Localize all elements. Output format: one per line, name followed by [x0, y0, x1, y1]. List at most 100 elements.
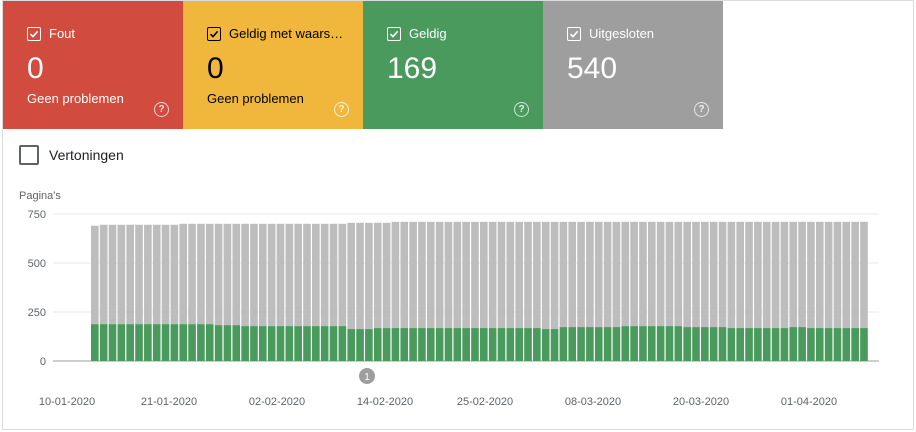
annotation-marker[interactable] — [359, 368, 375, 384]
bar-excluded — [754, 221, 762, 329]
bar-valid — [647, 326, 656, 361]
bar-excluded — [294, 223, 302, 327]
bar-valid — [603, 327, 612, 361]
bar-valid — [205, 324, 214, 361]
bar-valid — [161, 324, 170, 361]
bar-excluded — [108, 224, 117, 325]
bar-valid — [365, 329, 373, 361]
bar-valid — [630, 326, 638, 361]
bar-excluded — [577, 221, 585, 328]
tile-error[interactable]: Fout 0 Geen problemen ? — [3, 1, 183, 129]
bar-valid — [320, 326, 329, 361]
bar-valid — [170, 324, 179, 361]
bar-excluded — [656, 221, 665, 327]
help-icon[interactable]: ? — [154, 102, 169, 117]
bar-valid — [550, 329, 559, 361]
checkbox-checked-icon[interactable] — [207, 26, 221, 41]
bar-excluded — [453, 221, 462, 329]
bar-excluded — [674, 221, 683, 327]
tile-valid[interactable]: Geldig 169 ? — [363, 1, 543, 129]
bar-valid — [780, 328, 789, 361]
bar-valid — [506, 328, 515, 361]
help-icon[interactable]: ? — [514, 102, 529, 117]
bar-valid — [639, 326, 647, 361]
bar-excluded — [488, 221, 497, 329]
bar-excluded — [586, 221, 594, 328]
bar-valid — [179, 324, 188, 361]
bar-valid — [435, 328, 444, 361]
help-icon[interactable]: ? — [694, 102, 709, 117]
bar-valid — [718, 327, 727, 361]
bar-excluded — [409, 221, 417, 329]
bar-excluded — [568, 221, 577, 328]
bar-excluded — [621, 221, 630, 327]
bar-excluded — [665, 221, 674, 327]
impressions-toggle[interactable]: Vertoningen — [19, 145, 124, 165]
tile-subtext: Geen problemen — [27, 91, 124, 106]
x-tick-label: 21-01-2020 — [141, 396, 197, 408]
bar-excluded — [391, 221, 400, 329]
bar-excluded — [179, 223, 188, 325]
bar-excluded — [462, 221, 470, 329]
bar-excluded — [851, 221, 859, 329]
help-icon[interactable]: ? — [334, 102, 349, 117]
bar-valid — [126, 324, 135, 361]
x-tick-label: 10-01-2020 — [39, 396, 95, 408]
bar-excluded — [152, 224, 161, 325]
x-tick-label: 02-02-2020 — [249, 396, 305, 408]
bar-excluded — [285, 223, 294, 327]
x-tick-label: 01-04-2020 — [781, 396, 837, 408]
bar-valid — [250, 326, 258, 361]
bar-excluded — [683, 221, 691, 328]
tile-excluded[interactable]: Uitgesloten 540 ? — [543, 1, 723, 129]
bar-excluded — [276, 223, 285, 327]
tile-subtext: Geen problemen — [207, 91, 304, 106]
tile-warning[interactable]: Geldig met waars… 0 Geen problemen ? — [183, 1, 363, 129]
bar-valid — [559, 327, 568, 361]
bar-excluded — [603, 221, 612, 328]
bar-excluded — [99, 224, 108, 325]
bar-excluded — [444, 221, 453, 329]
bar-excluded — [789, 221, 798, 328]
checkbox-checked-icon[interactable] — [27, 26, 41, 41]
bar-excluded — [630, 221, 638, 327]
bar-valid — [135, 324, 143, 361]
status-tiles: Fout 0 Geen problemen ? Geldig met waars… — [3, 1, 723, 129]
bar-excluded — [506, 221, 515, 329]
checkbox-unchecked-icon[interactable] — [19, 145, 39, 165]
y-tick-label: 500 — [28, 258, 46, 270]
checkbox-checked-icon[interactable] — [387, 26, 401, 41]
x-tick-label: 14-02-2020 — [357, 396, 413, 408]
bar-valid — [656, 326, 665, 361]
bar-excluded — [197, 223, 205, 325]
bar-excluded — [303, 223, 311, 327]
bar-excluded — [701, 221, 709, 328]
bar-valid — [842, 328, 851, 361]
bar-excluded — [541, 221, 550, 330]
checkbox-checked-icon[interactable] — [567, 26, 581, 41]
tile-value: 0 — [27, 52, 44, 85]
bar-valid — [391, 328, 400, 361]
bar-valid — [312, 326, 320, 361]
tile-label: Geldig met waars… — [229, 26, 344, 41]
bar-excluded — [250, 223, 258, 327]
bar-excluded — [338, 223, 347, 327]
bar-valid — [736, 328, 745, 361]
x-tick-label: 25-02-2020 — [457, 396, 513, 408]
bar-valid — [232, 325, 241, 361]
bar-excluded — [612, 221, 621, 328]
bar-excluded — [718, 221, 727, 328]
bar-valid — [577, 327, 585, 361]
bar-valid — [515, 328, 524, 361]
bar-valid — [267, 326, 276, 361]
bar-excluded — [807, 221, 815, 329]
bar-valid — [754, 328, 762, 361]
bar-valid — [356, 329, 364, 361]
bar-valid — [400, 328, 409, 361]
bar-valid — [683, 327, 691, 361]
bar-valid — [594, 327, 603, 361]
bar-valid — [285, 326, 294, 361]
bar-valid — [197, 324, 205, 361]
bar-excluded — [550, 221, 559, 330]
bar-excluded — [842, 221, 851, 329]
